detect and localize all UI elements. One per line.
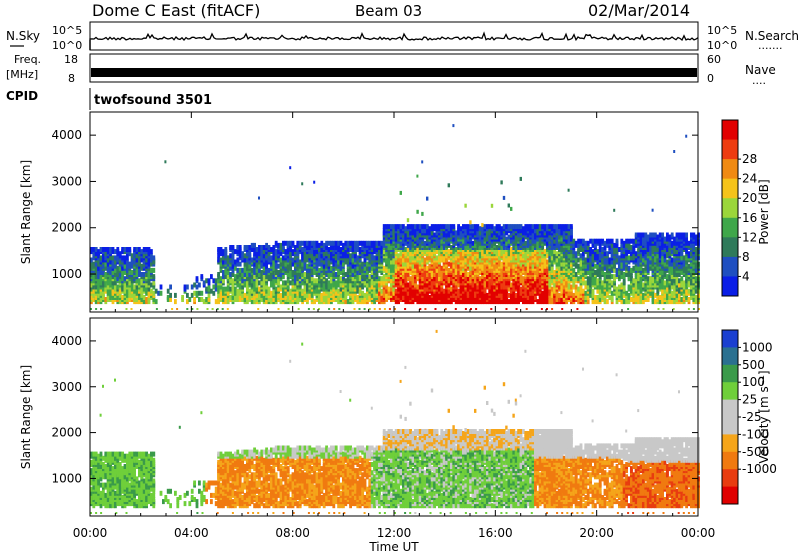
time-tick-label: 20:00 bbox=[579, 526, 614, 540]
power-data bbox=[90, 124, 700, 310]
nave-tick-bottom: 0 bbox=[707, 72, 714, 85]
time-tick-label: 16:00 bbox=[478, 526, 513, 540]
nsky-label: N.Sky bbox=[6, 29, 40, 43]
range-tick-label: 1000 bbox=[51, 471, 82, 485]
colorbar-tick-label: 4 bbox=[742, 269, 750, 283]
range-tick-label: 2000 bbox=[51, 221, 82, 235]
date-title: 02/Mar/2014 bbox=[588, 1, 690, 20]
noise-panel bbox=[90, 22, 698, 50]
nsearch-dots: ....... bbox=[758, 39, 782, 52]
range-tick-label: 4000 bbox=[51, 128, 82, 142]
station-title: Dome C East (fitACF) bbox=[92, 1, 260, 20]
colorbar-tick-label: 16 bbox=[742, 211, 757, 225]
nsearch-tick-top: 10^5 bbox=[707, 24, 737, 37]
time-tick-label: 12:00 bbox=[377, 526, 412, 540]
colorbar-tick-label: 28 bbox=[742, 152, 757, 166]
power-ylabel: Slant Range [km] bbox=[19, 160, 33, 264]
cpid-label: CPID bbox=[6, 89, 38, 103]
colorbar-tick-label: 12 bbox=[742, 230, 757, 244]
colorbar-tick-label: 500 bbox=[742, 358, 765, 372]
range-tick-label: 3000 bbox=[51, 380, 82, 394]
velocity-ylabel: Slant Range [km] bbox=[19, 365, 33, 469]
freq-label: Freq. bbox=[14, 53, 41, 66]
colorbar-tick-label: 20 bbox=[742, 191, 757, 205]
velocity-data bbox=[90, 330, 700, 514]
colorbar-tick-label: 25 bbox=[742, 393, 757, 407]
range-tick-label: 1000 bbox=[51, 267, 82, 281]
colorbar-tick-label: 1000 bbox=[742, 340, 773, 354]
freq-trace bbox=[91, 68, 697, 77]
time-tick-label: 00:00 bbox=[73, 526, 108, 540]
power-colorbar: 4 8 12 16 20 24 28 bbox=[722, 120, 757, 297]
velocity-colorbar-label: Velocity [m s⁻¹] bbox=[757, 370, 771, 463]
time-tick-label: 08:00 bbox=[275, 526, 310, 540]
range-tick-label: 4000 bbox=[51, 334, 82, 348]
colorbar-tick-label: 24 bbox=[742, 172, 757, 186]
range-tick-label: 3000 bbox=[51, 174, 82, 188]
nave-dots: .... bbox=[752, 74, 766, 87]
colorbar-tick-label: 8 bbox=[742, 250, 750, 264]
cpid-value: twofsound 3501 bbox=[94, 93, 212, 108]
freq-tick-top: 18 bbox=[64, 53, 78, 66]
nsky-tick-bottom: 10^0 bbox=[52, 39, 82, 52]
power-colorbar-label: Power [dB] bbox=[757, 179, 771, 244]
time-tick-label: 00:00 bbox=[681, 526, 716, 540]
time-axis-label: Time UT bbox=[368, 540, 419, 554]
freq-unit-label: [MHz] bbox=[6, 68, 38, 81]
noise-trace bbox=[90, 33, 698, 50]
time-tick-label: 04:00 bbox=[174, 526, 209, 540]
freq-tick-bottom: 8 bbox=[68, 72, 75, 85]
range-tick-label: 2000 bbox=[51, 426, 82, 440]
nave-tick-top: 60 bbox=[707, 53, 721, 66]
nsearch-tick-bottom: 10^0 bbox=[707, 39, 737, 52]
nsky-tick-top: 10^5 bbox=[52, 24, 82, 37]
beam-title: Beam 03 bbox=[355, 2, 422, 20]
